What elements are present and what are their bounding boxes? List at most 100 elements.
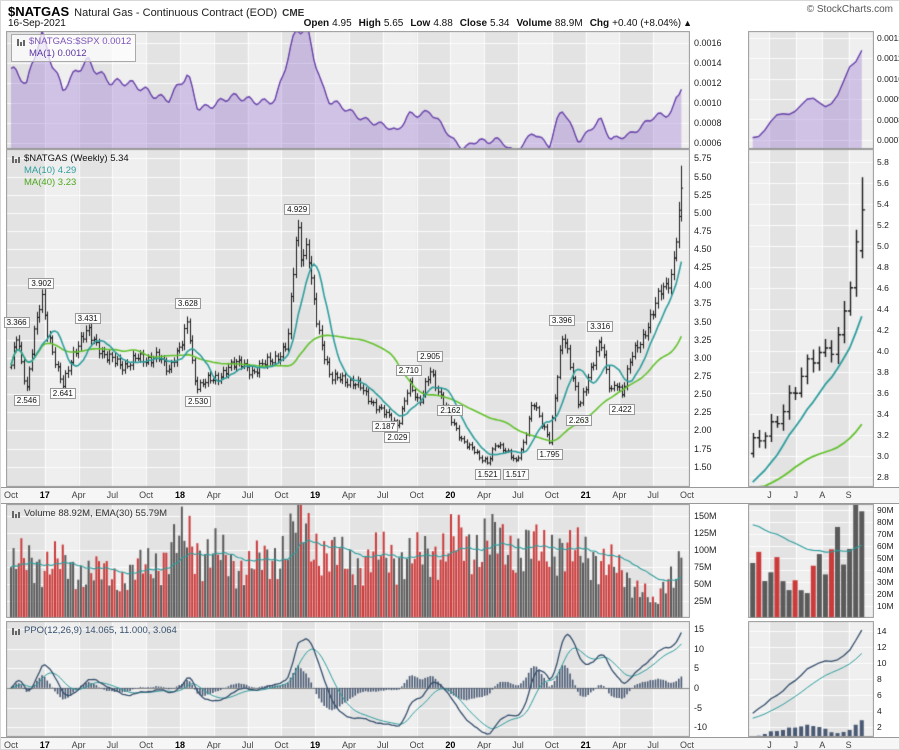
x-axis-label: Oct: [3, 490, 19, 500]
y-axis-label: 2: [877, 722, 882, 733]
y-axis-label: 5.8: [877, 156, 889, 167]
x-axis-label: Oct: [679, 490, 695, 500]
x-axis-label: Jul: [241, 490, 254, 500]
price-annotation: 1.517: [502, 469, 529, 481]
mini-chart-icon: [11, 155, 21, 164]
price-annotation: 2.710: [395, 364, 422, 376]
y-axis-label: -5: [694, 702, 703, 713]
price-annotation: 3.902: [28, 278, 55, 290]
x-axis-label: Oct: [139, 739, 154, 750]
x-axis-label: Jul: [241, 739, 254, 750]
y-axis-label: 50M: [877, 553, 894, 563]
x-axis-label: Jul: [106, 490, 119, 500]
ppo-legend-values: 14.065, 11.000, 3.064: [85, 625, 177, 636]
price-annotation: 3.396: [548, 315, 575, 327]
y-axis-label: 0.0010: [694, 98, 722, 109]
y-axis-label: 6: [877, 690, 882, 701]
x-axis-label: Oct: [679, 739, 695, 750]
y-axis-label: 0.0006: [694, 138, 722, 149]
change-up-arrow-icon: ▲: [683, 18, 692, 28]
exchange: CME: [282, 8, 305, 19]
price-annotation: 2.187: [372, 420, 399, 432]
x-axis-label: Jul: [647, 739, 659, 750]
price-annotation: 4.929: [284, 203, 311, 215]
x-axis-label: 21: [580, 739, 591, 750]
volume-panel-canvas: [6, 504, 690, 618]
y-axis-label: 5.2: [877, 219, 889, 230]
y-axis-label: 1.50: [694, 461, 712, 472]
chart-header: $NATGAS Natural Gas - Continuous Contract…: [8, 3, 305, 19]
y-axis-label: 75M: [694, 562, 712, 573]
y-axis-label: 3.50: [694, 316, 712, 327]
quote-line: Open 4.95 High 5.65 Low 4.88 Close 5.34 Volume 88…: [304, 18, 692, 29]
x-axis-label: Jul: [647, 490, 659, 500]
y-axis-label: 125M: [694, 528, 717, 539]
y-axis-label: 4.50: [694, 244, 712, 255]
volume-zoom-canvas: [748, 504, 874, 618]
ppo-zoom-canvas: [748, 621, 874, 737]
ratio-zoom-canvas: [748, 31, 874, 149]
y-axis-label: 3.6: [877, 387, 889, 398]
y-axis-label: 3.8: [877, 366, 889, 377]
y-axis-label: 0: [694, 682, 700, 693]
ppo-legend: PPO(12,26,9) 14.065, 11.000, 3.064: [11, 625, 177, 637]
price-annotation: 2.530: [185, 395, 212, 407]
x-axis-label: 21: [580, 490, 591, 500]
quote-value: 4.95: [332, 18, 352, 29]
y-axis-label: 4.8: [877, 261, 889, 272]
x-axis-label: Oct: [409, 739, 424, 750]
symbol: $NATGAS: [8, 4, 70, 19]
quote-label: Open: [303, 18, 330, 29]
y-axis-label: 10M: [877, 601, 894, 611]
y-axis-label: 4.4: [877, 303, 889, 314]
y-axis-label: 5.0: [877, 240, 889, 251]
price-annotation: 2.641: [49, 387, 76, 399]
copyright: © StockCharts.com: [806, 4, 893, 15]
x-axis-label: 18: [174, 739, 186, 750]
y-axis-label: 4.6: [877, 282, 889, 293]
price-annotation: 2.905: [417, 350, 444, 362]
price-annotation: 2.029: [384, 432, 411, 444]
y-axis-label: 3.0: [877, 450, 889, 461]
price-annotation: 2.263: [565, 415, 592, 427]
quote-label: Low: [410, 18, 431, 29]
x-axis-label: S: [845, 490, 852, 500]
x-axis-label: 20: [445, 490, 456, 500]
y-axis-label: 14: [877, 625, 887, 636]
x-axis-label: J: [793, 739, 799, 750]
y-axis-label: 12: [877, 641, 887, 652]
y-axis-label: 5.25: [694, 189, 712, 200]
x-axis-label: Apr: [206, 739, 221, 750]
y-axis-label: 3.2: [877, 429, 889, 440]
y-axis-label: 100M: [694, 545, 717, 556]
x-axis-strip: [1, 737, 899, 749]
y-axis-label: 0.0007: [877, 134, 899, 145]
x-axis-label: Oct: [3, 739, 19, 750]
y-axis-label: 2.75: [694, 371, 712, 382]
x-axis-label: Jul: [377, 739, 389, 750]
x-axis-label: 20: [445, 739, 456, 750]
quote-value: 5.65: [383, 18, 404, 29]
y-axis-label: 4: [877, 706, 882, 717]
ppo-panel-canvas: [6, 621, 690, 737]
y-axis-label: 0.0014: [694, 58, 722, 69]
quote-value: +0.40 (+8.04%): [612, 18, 682, 29]
price-annotation: 2.422: [608, 403, 635, 415]
y-axis-label: 5.00: [694, 207, 712, 218]
y-axis-label: 5: [694, 663, 700, 674]
y-axis-label: 30M: [877, 577, 894, 587]
y-axis-label: 2.8: [877, 471, 889, 482]
x-axis-label: J: [767, 490, 772, 500]
y-axis-label: 15: [694, 623, 705, 634]
price-annotation: 2.162: [437, 404, 464, 416]
y-axis-label: 5.50: [694, 171, 712, 182]
x-axis-label: Apr: [341, 490, 357, 500]
symbol-description: Natural Gas - Continuous Contract (EOD): [74, 7, 278, 19]
price-annotation: 3.316: [587, 320, 614, 332]
y-axis-label: 0.0012: [694, 78, 722, 89]
price-legend: $NATGAS (Weekly) 5.34 MA(10) 4.29 MA(40)…: [11, 153, 129, 189]
x-axis-label: Apr: [71, 490, 86, 500]
chart-date-row: 16-Sep-2021: [8, 18, 66, 29]
x-axis-label: J: [767, 739, 772, 750]
y-axis-label: 4.75: [694, 225, 712, 236]
